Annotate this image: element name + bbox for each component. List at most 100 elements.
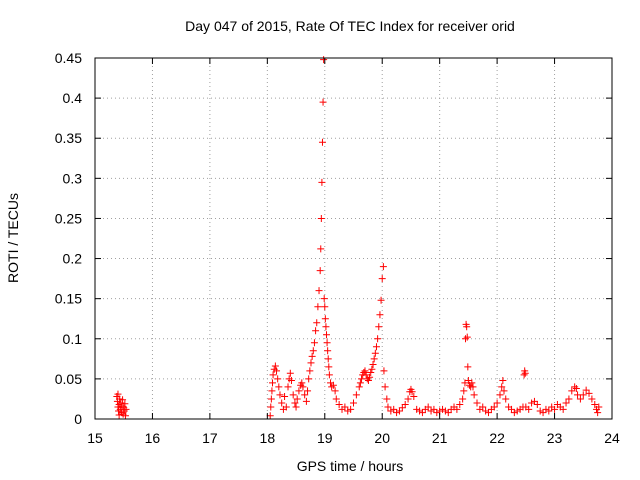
data-point — [117, 409, 125, 417]
axis-ticks — [94, 57, 613, 420]
data-point — [424, 403, 432, 411]
data-point — [316, 267, 324, 275]
data-point — [319, 98, 327, 106]
plot-frame — [94, 57, 613, 420]
data-point — [462, 335, 470, 343]
data-point — [291, 399, 299, 407]
data-point — [269, 379, 277, 387]
data-point — [594, 409, 602, 417]
data-point — [510, 409, 518, 417]
data-point — [317, 214, 325, 222]
data-point — [284, 383, 292, 391]
data-point — [276, 391, 284, 399]
chart-title: Day 047 of 2015, Rate Of TEC Index for r… — [185, 18, 515, 34]
data-point — [287, 376, 295, 384]
x-axis-label: GPS time / hours — [297, 458, 404, 474]
data-point — [453, 405, 461, 413]
data-point — [441, 407, 449, 415]
data-point — [413, 405, 421, 413]
data-point — [463, 333, 471, 341]
data-point — [468, 379, 476, 387]
data-point — [331, 387, 339, 395]
data-point — [321, 303, 329, 311]
data-point — [328, 383, 336, 391]
data-point — [122, 405, 130, 413]
data-point — [268, 387, 276, 395]
data-point — [433, 409, 441, 417]
data-point — [521, 369, 529, 377]
data-point — [551, 405, 559, 413]
data-point — [395, 407, 403, 415]
data-point — [499, 376, 507, 384]
data-point — [418, 409, 426, 417]
x-tick-label: 22 — [489, 430, 505, 446]
data-point — [460, 387, 468, 395]
data-point — [408, 388, 416, 396]
data-point — [341, 403, 349, 411]
data-point — [293, 395, 301, 403]
data-point — [542, 405, 550, 413]
data-point — [456, 401, 464, 409]
x-tick-label: 21 — [432, 430, 448, 446]
data-point — [398, 404, 406, 412]
x-tick-label: 17 — [202, 430, 218, 446]
data-point — [299, 383, 307, 391]
data-point — [323, 339, 331, 347]
x-tick-label: 16 — [145, 430, 161, 446]
data-point — [286, 369, 294, 377]
data-point — [121, 400, 129, 408]
data-point — [381, 383, 389, 391]
data-point — [470, 391, 478, 399]
data-point — [292, 403, 300, 411]
data-point — [439, 405, 447, 413]
data-point — [479, 403, 487, 411]
data-point — [369, 360, 377, 368]
data-point — [356, 379, 364, 387]
data-point — [383, 395, 391, 403]
data-point — [545, 407, 553, 415]
data-point — [595, 403, 603, 411]
data-point — [121, 412, 129, 420]
data-point — [520, 371, 528, 379]
data-point — [322, 323, 330, 331]
data-point — [366, 373, 374, 381]
x-tick-label: 15 — [87, 430, 103, 446]
y-tick-label: 0.25 — [55, 210, 82, 226]
data-point — [289, 391, 297, 399]
tick-labels: 15 16 17 18 19 20 21 22 23 24 0 0.05 0.1 0.15 0.2 0.25 0… — [55, 50, 620, 446]
data-point — [579, 391, 587, 399]
data-point — [307, 359, 315, 367]
data-point — [370, 355, 378, 363]
data-point — [309, 347, 317, 355]
data-point — [444, 409, 452, 417]
data-point — [387, 407, 395, 415]
data-point — [320, 56, 328, 64]
data-point — [390, 405, 398, 413]
data-point — [496, 391, 504, 399]
y-tick-label: 0.45 — [55, 50, 82, 66]
data-point — [380, 367, 388, 375]
data-point — [266, 412, 274, 420]
data-point — [585, 389, 593, 397]
data-point — [371, 349, 379, 357]
y-tick-label: 0.4 — [63, 90, 83, 106]
data-point — [364, 376, 372, 384]
data-point — [469, 383, 477, 391]
data-point — [310, 339, 318, 347]
data-point — [305, 375, 313, 383]
data-point — [430, 405, 438, 413]
data-point — [562, 399, 570, 407]
data-point — [559, 405, 567, 413]
data-point — [533, 401, 541, 409]
data-point — [571, 383, 579, 391]
data-point — [323, 331, 331, 339]
data-point — [267, 395, 275, 403]
data-point — [325, 371, 333, 379]
data-point — [273, 367, 281, 375]
y-tick-label: 0.1 — [63, 331, 83, 347]
data-point — [278, 399, 286, 407]
data-point — [368, 365, 376, 373]
data-point — [582, 386, 590, 394]
data-point — [572, 385, 580, 393]
data-point — [271, 362, 279, 370]
